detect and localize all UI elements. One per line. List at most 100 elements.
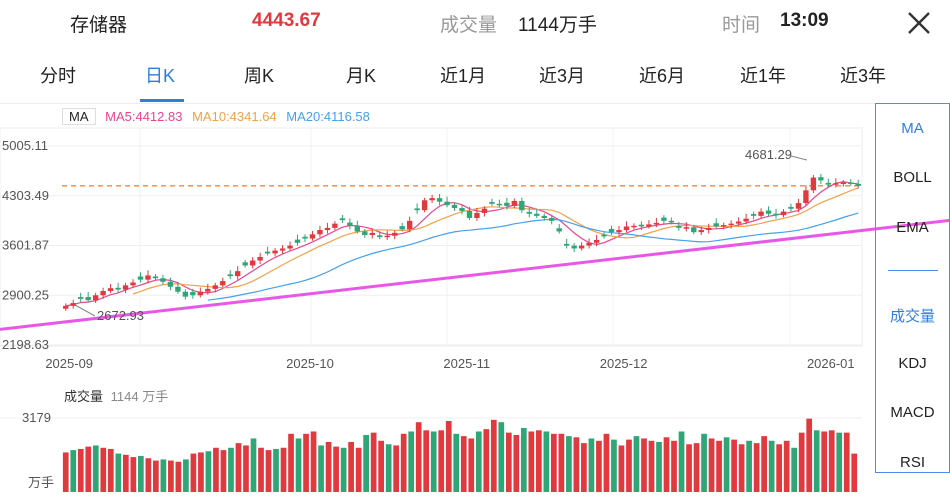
- indicator-panel: MA BOLL EMA 成交量 KDJ MACD RSI: [875, 103, 950, 473]
- volume-bar: [145, 458, 152, 492]
- volume-bar: [205, 451, 212, 492]
- indicator-ema[interactable]: EMA: [896, 219, 929, 236]
- candle-body: [489, 202, 495, 204]
- volume-bar: [310, 431, 317, 492]
- volume-bar: [468, 438, 475, 492]
- tab-daily[interactable]: 日K: [145, 66, 176, 86]
- candle-body: [593, 239, 600, 243]
- volume-bar: [453, 433, 460, 492]
- volume-bar: [693, 443, 700, 492]
- volume-unit-label: 万手: [28, 475, 54, 490]
- volume-bar: [566, 436, 572, 492]
- volume-bar: [378, 440, 385, 492]
- volume-bar: [528, 431, 535, 492]
- candle-body: [556, 228, 562, 232]
- candle-body: [122, 285, 129, 290]
- candle-body: [519, 200, 525, 211]
- volume-bar: [723, 437, 730, 492]
- volume-bar: [603, 433, 610, 492]
- active-tab-indicator: [140, 99, 184, 102]
- candle-body: [608, 228, 615, 233]
- volume-bar: [107, 448, 114, 492]
- candle-body: [220, 281, 226, 286]
- candle-body: [324, 227, 331, 231]
- candle-body: [369, 232, 375, 235]
- volume-bar: [828, 430, 835, 492]
- volume-bar: [92, 445, 99, 492]
- candle-body: [205, 288, 211, 292]
- volume-bar: [430, 431, 437, 492]
- volume-bar: [220, 450, 227, 492]
- volume-bar: [423, 430, 430, 492]
- volume-bar: [213, 447, 219, 492]
- volume-bar: [460, 436, 467, 492]
- volume-bar: [678, 431, 685, 492]
- volume-bar: [340, 447, 347, 492]
- period-tabs: 分时 日K 周K 月K 近1月 近3月 近6月 近1年 近3年: [0, 56, 950, 100]
- tab-minute[interactable]: 分时: [40, 66, 76, 86]
- volume-bar: [798, 432, 805, 492]
- indicator-rsi[interactable]: RSI: [899, 454, 925, 471]
- indicator-kdj[interactable]: KDJ: [898, 355, 927, 372]
- indicator-boll[interactable]: BOLL: [893, 169, 932, 186]
- tab-3-years[interactable]: 近3年: [840, 66, 887, 86]
- candle-body: [833, 183, 839, 185]
- candle-body: [115, 287, 121, 290]
- volume-bar: [656, 441, 662, 492]
- candle-body: [92, 295, 99, 301]
- tab-1-year[interactable]: 近1年: [740, 66, 787, 86]
- indicator-ma[interactable]: MA: [901, 120, 924, 137]
- y-tick-label: 2198.63: [2, 337, 49, 352]
- volume-bar: [273, 448, 279, 492]
- y-tick-label: 4303.49: [2, 188, 49, 203]
- close-button[interactable]: [904, 8, 934, 38]
- volume-bar: [160, 459, 167, 492]
- ma-tag[interactable]: MA: [62, 108, 96, 125]
- candle-body: [496, 203, 503, 206]
- candle-body: [152, 276, 159, 279]
- candle-body: [840, 182, 846, 185]
- candle-body: [100, 291, 106, 296]
- candle-body: [145, 275, 151, 280]
- candle-body: [85, 297, 91, 301]
- volume-bar: [648, 440, 655, 492]
- candle-body: [848, 182, 854, 185]
- candle-body: [279, 248, 286, 251]
- candle-body: [571, 245, 577, 249]
- candle-body: [504, 202, 510, 206]
- volume-bar: [520, 427, 527, 492]
- indicator-volume[interactable]: 成交量: [889, 308, 935, 325]
- volume-bar: [153, 460, 159, 492]
- tab-monthly[interactable]: 月K: [346, 66, 377, 86]
- candle-body: [750, 214, 757, 216]
- tab-weekly[interactable]: 周K: [244, 66, 275, 86]
- volume-bar: [761, 436, 767, 492]
- volume-bar: [558, 433, 565, 492]
- time-value: 13:09: [780, 10, 829, 31]
- volume-bar: [137, 455, 144, 492]
- volume-bar: [100, 447, 107, 492]
- volume-bar: [415, 422, 422, 492]
- candle-body: [720, 225, 727, 227]
- candle-body: [735, 221, 742, 224]
- header-bar: 存储器 4443.67 成交量 1144万手 时间 13:09: [0, 0, 950, 44]
- candle-body: [780, 211, 787, 216]
- tab-3-months[interactable]: 近3月: [539, 66, 586, 86]
- indicator-macd[interactable]: MACD: [890, 404, 935, 421]
- candle-body: [107, 288, 114, 292]
- candle-body: [526, 211, 532, 214]
- volume-bar: [611, 439, 617, 492]
- candle-body: [249, 260, 256, 266]
- volume-bar: [498, 422, 505, 492]
- candle-body: [646, 224, 652, 227]
- candle-body: [429, 198, 435, 201]
- candle-body: [399, 226, 405, 230]
- volume-bar: [198, 452, 204, 492]
- tab-6-months[interactable]: 近6月: [639, 66, 686, 86]
- tab-1-month[interactable]: 近1月: [440, 66, 487, 86]
- volume-bar: [295, 438, 302, 492]
- volume-bar: [115, 453, 122, 492]
- candle-body: [309, 234, 316, 239]
- ma10-value: MA10:4341.64: [192, 109, 277, 124]
